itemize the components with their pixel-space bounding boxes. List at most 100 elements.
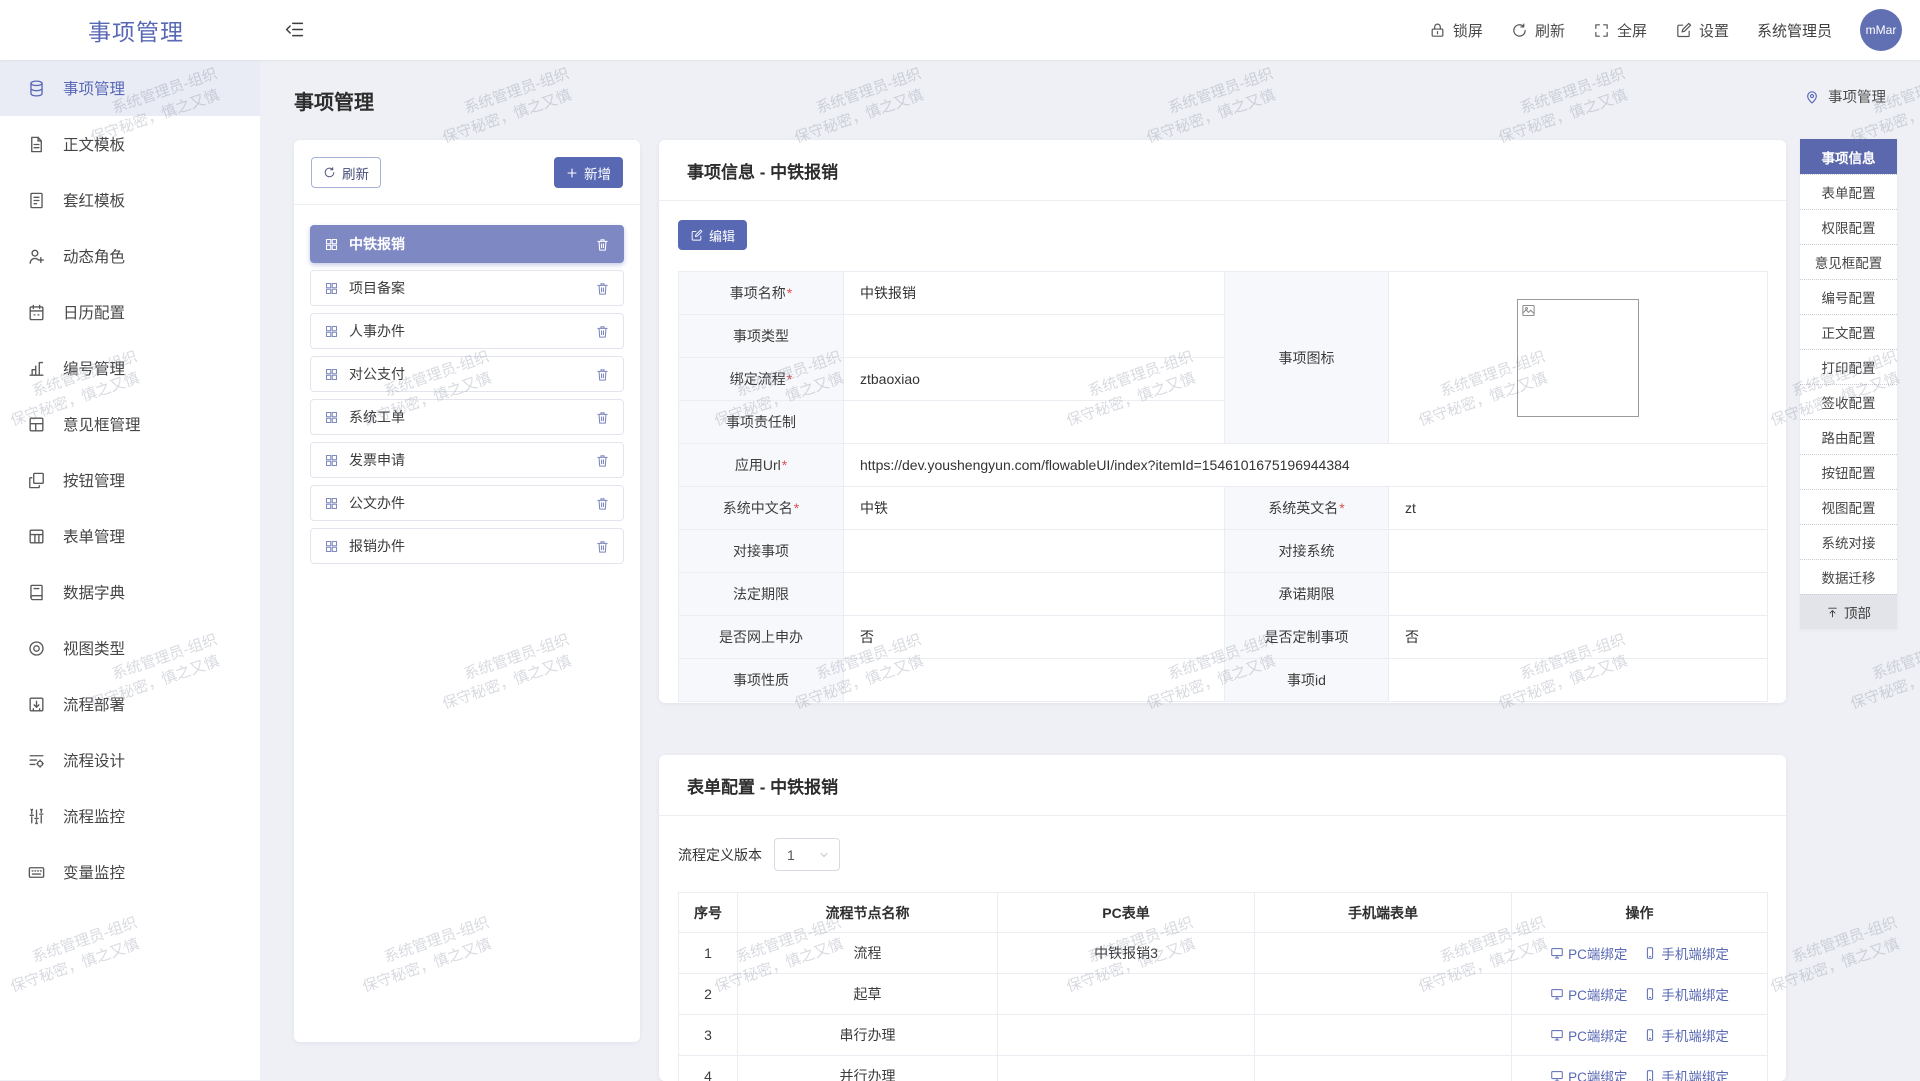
lock-button[interactable]: 锁屏 [1429, 20, 1483, 41]
anchor-item-路由配置[interactable]: 路由配置 [1800, 419, 1897, 454]
list-item[interactable]: 项目备案 [310, 270, 624, 306]
delete-item-button[interactable] [595, 281, 610, 296]
mobile-bind-link[interactable]: 手机端绑定 [1643, 1066, 1729, 1081]
sidebar-item-流程监控[interactable]: 流程监控 [0, 788, 260, 844]
watermark: 系统管理员-组织保守秘密，慎之又慎 [433, 63, 579, 148]
pc-bind-link[interactable]: PC端绑定 [1550, 943, 1627, 963]
delete-item-button[interactable] [595, 367, 610, 382]
anchor-title: 事项管理 [1828, 86, 1886, 107]
table-header-cell: 手机端表单 [1255, 893, 1512, 933]
field-value: 中铁 [844, 487, 1225, 530]
sidebar-item-流程设计[interactable]: 流程设计 [0, 732, 260, 788]
pc-bind-link[interactable]: PC端绑定 [1550, 1025, 1627, 1045]
sidebar-item-视图类型[interactable]: 视图类型 [0, 620, 260, 676]
list-item[interactable]: 系统工单 [310, 399, 624, 435]
table-icon [27, 527, 46, 546]
list-item[interactable]: 对公支付 [310, 356, 624, 392]
sidebar-item-流程部署[interactable]: 流程部署 [0, 676, 260, 732]
delete-item-button[interactable] [595, 496, 610, 511]
anchor-item-签收配置[interactable]: 签收配置 [1800, 384, 1897, 419]
plus-icon [566, 167, 578, 179]
table-row: 事项名称*中铁报销事项图标 [679, 272, 1768, 315]
sidebar-item-日历配置[interactable]: 日历配置 [0, 284, 260, 340]
watermark: 系统管理员-组织保守秘密，慎之又慎 [1137, 63, 1283, 148]
field-value: 中铁报销 [844, 272, 1225, 315]
anchor-item-按钮配置[interactable]: 按钮配置 [1800, 454, 1897, 489]
field-value [1389, 659, 1768, 702]
current-user-name: 系统管理员 [1757, 20, 1832, 41]
sidebar-item-数据字典[interactable]: 数据字典 [0, 564, 260, 620]
edit-button[interactable]: 编辑 [678, 220, 747, 250]
sidebar-item-按钮管理[interactable]: 按钮管理 [0, 452, 260, 508]
sidebar-item-套红模板[interactable]: 套红模板 [0, 172, 260, 228]
delete-item-button[interactable] [595, 539, 610, 554]
delete-item-button[interactable] [595, 324, 610, 339]
field-label: 法定期限 [679, 573, 844, 616]
item-list-card: 刷新 新增 中铁报销项目备案人事办件对公支付系统工单发票申请公文办件报销办件 [294, 140, 640, 1042]
bar-chart-icon [27, 359, 46, 378]
delete-item-button[interactable] [595, 237, 610, 252]
table-header-cell: 操作 [1512, 893, 1768, 933]
field-label: 事项id [1225, 659, 1389, 702]
grid-icon [324, 539, 339, 554]
refresh-button[interactable]: 刷新 [1511, 20, 1565, 41]
anchor-item-打印配置[interactable]: 打印配置 [1800, 349, 1897, 384]
mobile-bind-link[interactable]: 手机端绑定 [1643, 1025, 1729, 1045]
anchor-item-权限配置[interactable]: 权限配置 [1800, 209, 1897, 244]
list-item[interactable]: 公文办件 [310, 485, 624, 521]
sidebar-item-事项管理[interactable]: 事项管理 [0, 60, 260, 116]
grid-icon [324, 410, 339, 425]
field-value: ztbaoxiao [844, 358, 1225, 401]
field-label: 系统英文名* [1225, 487, 1389, 530]
field-value [844, 573, 1225, 616]
sidebar-collapse-icon[interactable] [284, 19, 305, 40]
delete-item-button[interactable] [595, 410, 610, 425]
sidebar-item-编号管理[interactable]: 编号管理 [0, 340, 260, 396]
list-item[interactable]: 中铁报销 [310, 225, 624, 263]
add-item-button[interactable]: 新增 [554, 157, 623, 188]
layout-icon [27, 415, 46, 434]
process-version-select[interactable]: 1 [774, 838, 840, 871]
anchor-item-意见框配置[interactable]: 意见框配置 [1800, 244, 1897, 279]
pc-form [998, 1015, 1255, 1056]
field-label: 承诺期限 [1225, 573, 1389, 616]
doc2-icon [27, 191, 46, 210]
app-logo: 事项管理 [88, 0, 184, 60]
back-to-top-button[interactable]: 顶部 [1800, 594, 1897, 629]
anchor-rail: 事项管理 事项信息表单配置权限配置意见框配置编号配置正文配置打印配置签收配置路由… [1800, 86, 1906, 629]
pc-bind-link[interactable]: PC端绑定 [1550, 984, 1627, 1004]
anchor-item-视图配置[interactable]: 视图配置 [1800, 489, 1897, 524]
list-item[interactable]: 发票申请 [310, 442, 624, 478]
anchor-item-数据迁移[interactable]: 数据迁移 [1800, 559, 1897, 594]
delete-item-button[interactable] [595, 453, 610, 468]
copy-icon [27, 471, 46, 490]
pc-bind-link[interactable]: PC端绑定 [1550, 1066, 1627, 1081]
avatar[interactable]: mMar [1860, 9, 1902, 51]
field-value: zt [1389, 487, 1768, 530]
anchor-item-正文配置[interactable]: 正文配置 [1800, 314, 1897, 349]
grid-icon [324, 237, 339, 252]
fullscreen-button[interactable]: 全屏 [1593, 20, 1647, 41]
book-icon [27, 583, 46, 602]
sidebar-item-变量监控[interactable]: 变量监控 [0, 844, 260, 900]
sidebar-item-动态角色[interactable]: 动态角色 [0, 228, 260, 284]
sidebar-item-表单管理[interactable]: 表单管理 [0, 508, 260, 564]
field-value [844, 401, 1225, 444]
sidebar-item-正文模板[interactable]: 正文模板 [0, 116, 260, 172]
anchor-item-系统对接[interactable]: 系统对接 [1800, 524, 1897, 559]
mobile-bind-link[interactable]: 手机端绑定 [1643, 943, 1729, 963]
mobile-bind-link[interactable]: 手机端绑定 [1643, 984, 1729, 1004]
anchor-item-事项信息[interactable]: 事项信息 [1800, 139, 1897, 174]
list-item[interactable]: 报销办件 [310, 528, 624, 564]
sidebar-item-意见框管理[interactable]: 意见框管理 [0, 396, 260, 452]
anchor-item-表单配置[interactable]: 表单配置 [1800, 174, 1897, 209]
field-label: 对接系统 [1225, 530, 1389, 573]
settings-button[interactable]: 设置 [1675, 20, 1729, 41]
list-item[interactable]: 人事办件 [310, 313, 624, 349]
list-refresh-button[interactable]: 刷新 [311, 157, 381, 188]
phone-icon [1643, 987, 1657, 1001]
back-to-top-icon [1826, 606, 1839, 619]
anchor-item-编号配置[interactable]: 编号配置 [1800, 279, 1897, 314]
